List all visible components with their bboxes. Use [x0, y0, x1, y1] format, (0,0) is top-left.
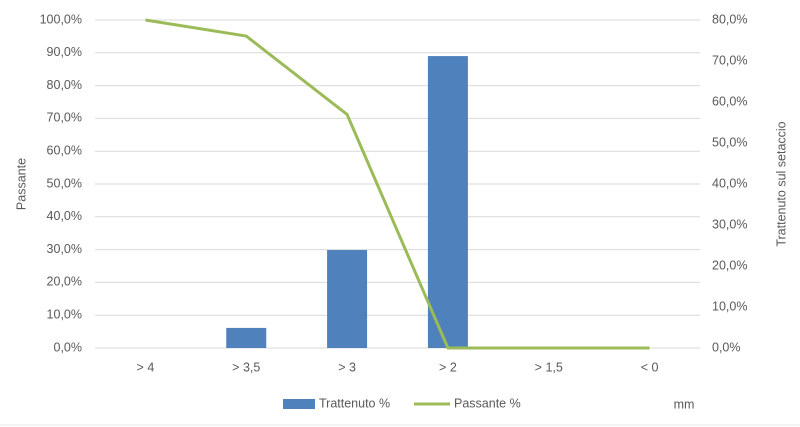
y-tick-label: 10,0%: [47, 307, 82, 321]
y2-tick-label: 20,0%: [712, 258, 747, 272]
y2-tick-label: 50,0%: [712, 135, 747, 149]
x-axis-title: mm: [674, 397, 695, 411]
x-tick-label: > 4: [137, 360, 155, 374]
bar: [427, 56, 468, 349]
y-tick-label: 0,0%: [54, 340, 83, 354]
y-tick-label: 90,0%: [47, 45, 82, 59]
bar: [327, 250, 368, 348]
legend-swatch: [283, 399, 315, 409]
y2-tick-label: 10,0%: [712, 299, 747, 313]
y-tick-label: 40,0%: [47, 209, 82, 223]
y-tick-label: 80,0%: [47, 78, 82, 92]
y2-tick-label: 40,0%: [712, 176, 747, 190]
y2-tick-label: 30,0%: [712, 217, 747, 231]
x-tick-label: > 1,5: [535, 360, 563, 374]
legend-label: Trattenuto %: [319, 396, 390, 410]
line: [145, 18, 650, 350]
x-tick-label: > 3: [338, 360, 356, 374]
y-tick-label: 100,0%: [40, 12, 82, 26]
x-tick-label: > 3,5: [232, 360, 260, 374]
y-axis-title: Passante: [14, 158, 28, 210]
y2-tick-label: 80,0%: [712, 12, 747, 26]
y2-axis-title: Trattenuto sul setaccio: [774, 121, 788, 246]
bar: [226, 327, 267, 348]
y-tick-label: 50,0%: [47, 176, 82, 190]
y2-tick-label: 60,0%: [712, 94, 747, 108]
y-tick-label: 70,0%: [47, 111, 82, 125]
y2-tick-label: 0,0%: [712, 340, 741, 354]
y2-tick-label: 70,0%: [712, 53, 747, 67]
x-tick-label: > 2: [439, 360, 457, 374]
x-tick-label: < 0: [641, 360, 659, 374]
y-tick-label: 60,0%: [47, 143, 82, 157]
y-tick-label: 20,0%: [47, 275, 82, 289]
legend-label: Passante %: [454, 396, 521, 410]
y-tick-label: 30,0%: [47, 242, 82, 256]
